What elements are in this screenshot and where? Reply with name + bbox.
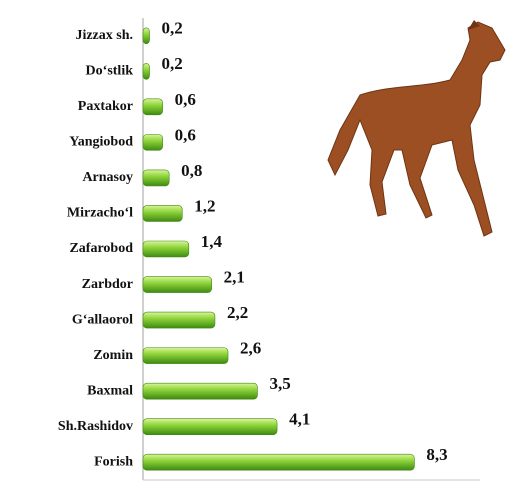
- category-label: Forish: [94, 454, 133, 469]
- value-label: 2,2: [227, 303, 248, 322]
- bar: [142, 276, 212, 293]
- value-label: 2,1: [224, 267, 245, 286]
- value-label: 4,1: [289, 410, 310, 429]
- horse-illustration: [327, 20, 506, 237]
- category-label: Arnasoy: [82, 170, 133, 185]
- bar: [142, 418, 278, 435]
- bar: [142, 453, 415, 471]
- bar: [142, 169, 170, 187]
- value-label: 2,6: [240, 339, 261, 358]
- category-label: Zafarobod: [69, 241, 133, 256]
- bar: [142, 98, 163, 116]
- value-label: 0,2: [162, 54, 183, 73]
- category-label: Zomin: [93, 348, 133, 363]
- category-label: Zarbdor: [82, 277, 133, 292]
- category-label: G‘allaorol: [72, 312, 133, 327]
- value-label: 0,8: [181, 161, 202, 180]
- category-label: Yangiobod: [69, 135, 133, 150]
- category-label: Mirzacho‘l: [67, 206, 133, 221]
- bar: [142, 63, 150, 80]
- category-label: Do‘stlik: [86, 64, 134, 79]
- value-label: 0,6: [175, 125, 196, 144]
- value-label: 0,6: [175, 90, 196, 109]
- value-label: 1,4: [201, 232, 223, 251]
- bar: [142, 240, 190, 258]
- value-label: 0,2: [162, 19, 183, 38]
- bar: [142, 382, 258, 400]
- bar: [142, 205, 183, 222]
- bar: [142, 27, 150, 45]
- category-label: Paxtakor: [78, 99, 133, 114]
- bar: [142, 134, 163, 151]
- value-label: 1,2: [194, 196, 215, 215]
- value-label: 3,5: [269, 374, 290, 393]
- category-label: Baxmal: [87, 383, 133, 398]
- value-label: 8,3: [426, 445, 447, 464]
- category-label: Jizzax sh.: [75, 28, 133, 43]
- bar: [142, 311, 216, 329]
- category-label: Sh.Rashidov: [58, 419, 133, 434]
- bar: [142, 347, 229, 364]
